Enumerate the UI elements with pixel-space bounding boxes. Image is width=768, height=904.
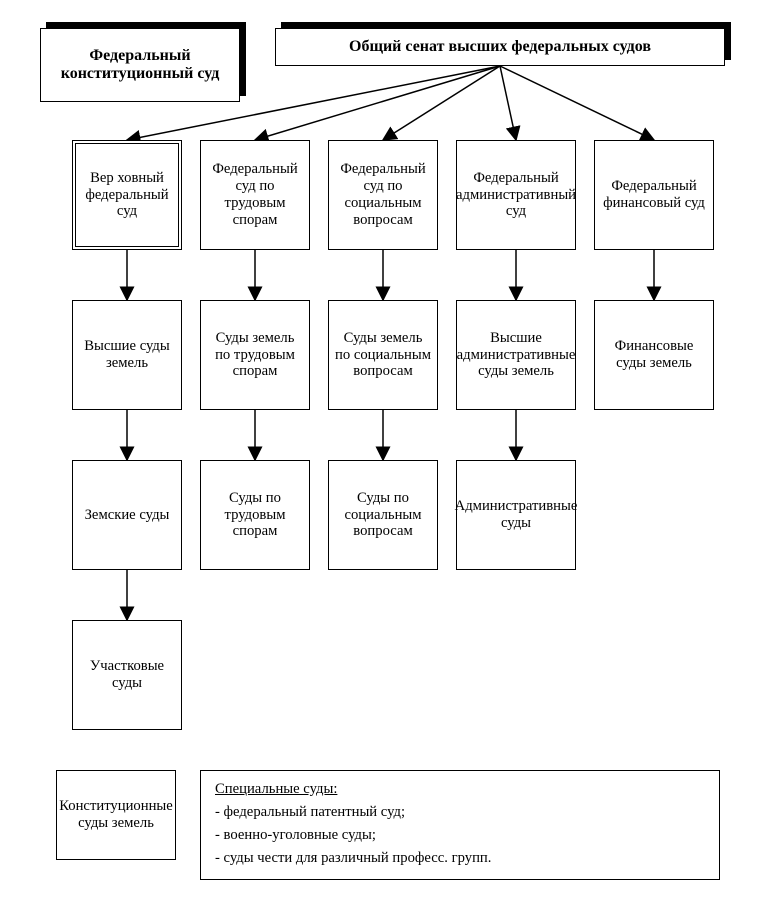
diagram-stage: Федеральный конституционный суд Общий сен… <box>0 0 768 904</box>
node-label: Федеральный суд по трудовым спорам <box>207 161 303 228</box>
node-top_senate: Общий сенат высших федеральных судов <box>275 28 725 66</box>
special-item: - военно-уголовные суды; <box>215 827 491 844</box>
node-label: Суды земель по трудовым спорам <box>207 330 303 381</box>
node-c2_r3: Суды по трудовым спорам <box>200 460 310 570</box>
edges-layer <box>0 0 768 904</box>
node-label: Земские суды <box>85 507 170 524</box>
node-label: Суды земель по социальным вопросам <box>335 330 431 381</box>
node-label: Участковые суды <box>79 658 175 692</box>
node-label: Суды по трудовым спорам <box>207 490 303 541</box>
node-c1_r4: Участковые суды <box>72 620 182 730</box>
edge <box>383 66 500 140</box>
node-label: Высшие суды земель <box>79 338 175 372</box>
edge <box>500 66 516 140</box>
node-label: Федеральный конституционный суд <box>47 47 233 84</box>
node-label: Федеральный финансовый суд <box>601 178 707 212</box>
special-item: - суды чести для различный професс. груп… <box>215 850 491 867</box>
node-label: Конституционные суды земель <box>59 798 173 832</box>
node-label: Федеральный административный суд <box>456 170 576 221</box>
special-item: - федеральный патентный суд; <box>215 804 491 821</box>
node-label: Финансовые суды земель <box>601 338 707 372</box>
node-label: Вер ховный федеральный суд <box>82 170 172 221</box>
node-label: Высшие административные суды земель <box>457 330 576 381</box>
node-label: Административные суды <box>455 498 578 532</box>
node-c4_r3: Административные суды <box>456 460 576 570</box>
node-c5_r2: Финансовые суды земель <box>594 300 714 410</box>
node-special: Специальные суды: - федеральный патентный… <box>200 770 720 880</box>
node-label: Федеральный суд по социальным вопросам <box>335 161 431 228</box>
node-label: Общий сенат высших федеральных судов <box>349 38 651 56</box>
node-c3_r2: Суды земель по социальным вопросам <box>328 300 438 410</box>
node-c1_r1: Вер ховный федеральный суд <box>75 143 179 247</box>
node-c3_r1: Федеральный суд по социальным вопросам <box>328 140 438 250</box>
node-const_lands: Конституционные суды земель <box>56 770 176 860</box>
edge <box>500 66 654 140</box>
node-c5_r1: Федеральный финансовый суд <box>594 140 714 250</box>
node-label: Суды по социальным вопросам <box>335 490 431 541</box>
node-top_const: Федеральный конституционный суд <box>40 28 240 102</box>
edge <box>255 66 500 140</box>
node-c2_r1: Федеральный суд по трудовым спорам <box>200 140 310 250</box>
node-c1_r3: Земские суды <box>72 460 182 570</box>
node-c2_r2: Суды земель по трудовым спорам <box>200 300 310 410</box>
node-c4_r1: Федеральный административный суд <box>456 140 576 250</box>
node-c4_r2: Высшие административные суды земель <box>456 300 576 410</box>
special-title: Специальные суды: <box>215 781 491 798</box>
node-c3_r3: Суды по социальным вопросам <box>328 460 438 570</box>
node-c1_r2: Высшие суды земель <box>72 300 182 410</box>
